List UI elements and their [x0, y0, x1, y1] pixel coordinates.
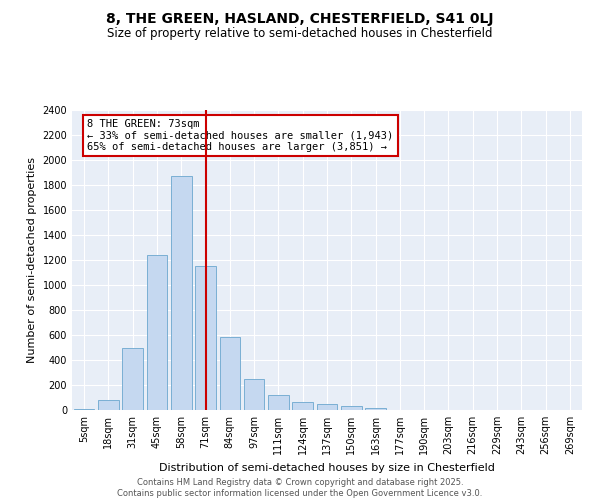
Text: 8, THE GREEN, HASLAND, CHESTERFIELD, S41 0LJ: 8, THE GREEN, HASLAND, CHESTERFIELD, S41…	[106, 12, 494, 26]
Bar	[244, 380, 265, 410]
Bar	[220, 337, 240, 410]
Bar	[317, 404, 337, 410]
Bar	[122, 348, 143, 410]
Bar	[365, 408, 386, 410]
Bar	[98, 400, 119, 410]
Bar	[74, 409, 94, 410]
Text: Contains HM Land Registry data © Crown copyright and database right 2025.
Contai: Contains HM Land Registry data © Crown c…	[118, 478, 482, 498]
Bar	[171, 176, 191, 410]
Bar	[341, 406, 362, 410]
Text: 8 THE GREEN: 73sqm
← 33% of semi-detached houses are smaller (1,943)
65% of semi: 8 THE GREEN: 73sqm ← 33% of semi-detache…	[88, 119, 394, 152]
Bar	[195, 266, 216, 410]
Y-axis label: Number of semi-detached properties: Number of semi-detached properties	[27, 157, 37, 363]
Bar	[292, 402, 313, 410]
Text: Size of property relative to semi-detached houses in Chesterfield: Size of property relative to semi-detach…	[107, 28, 493, 40]
X-axis label: Distribution of semi-detached houses by size in Chesterfield: Distribution of semi-detached houses by …	[159, 462, 495, 472]
Bar	[146, 255, 167, 410]
Bar	[268, 395, 289, 410]
